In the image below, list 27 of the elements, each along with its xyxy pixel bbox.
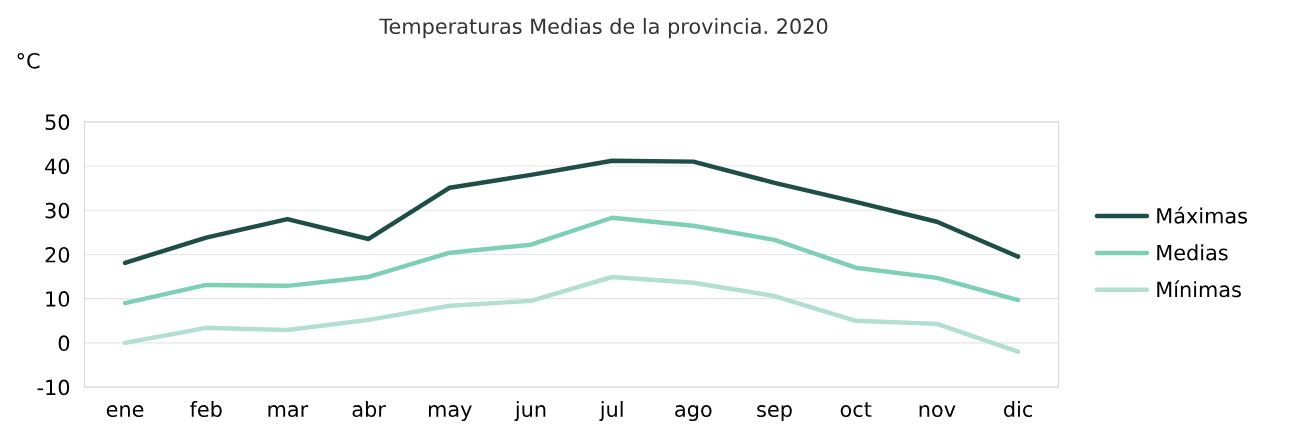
y-tick-label: 20	[45, 246, 70, 263]
x-tick-label: nov	[919, 405, 956, 418]
y-tick-label: 30	[45, 202, 70, 219]
x-tick-label: ene	[106, 405, 144, 418]
y-tick-label: 40	[45, 158, 70, 175]
x-tick-label: feb	[190, 400, 222, 418]
line-series	[122, 215, 1021, 306]
x-tick-label: sep	[757, 405, 792, 422]
x-tick-label: jun	[514, 400, 546, 422]
legend-label: Máximas	[1157, 206, 1248, 224]
x-tick-label: jul	[599, 400, 623, 422]
chart-title: Temperaturas Medias de la provincia. 2020	[379, 18, 828, 39]
legend-label: Medias	[1157, 244, 1228, 261]
y-tick-label: 10	[46, 291, 70, 307]
y-tick-label: -10	[37, 379, 70, 396]
y-tick-label: 50	[45, 114, 70, 131]
x-tick-label: mar	[268, 405, 309, 418]
line-series	[122, 158, 1021, 266]
x-tick-label: dic	[1004, 400, 1033, 418]
y-axis-title: °C	[17, 52, 40, 69]
x-tick-label: ago	[675, 405, 712, 422]
legend-label: Mínimas	[1157, 280, 1241, 298]
x-tick-label: oct	[840, 402, 872, 418]
y-tick-label: 0	[58, 335, 70, 352]
line-series	[122, 274, 1021, 354]
x-tick-label: abr	[352, 400, 386, 418]
x-tick-label: may	[428, 405, 472, 422]
